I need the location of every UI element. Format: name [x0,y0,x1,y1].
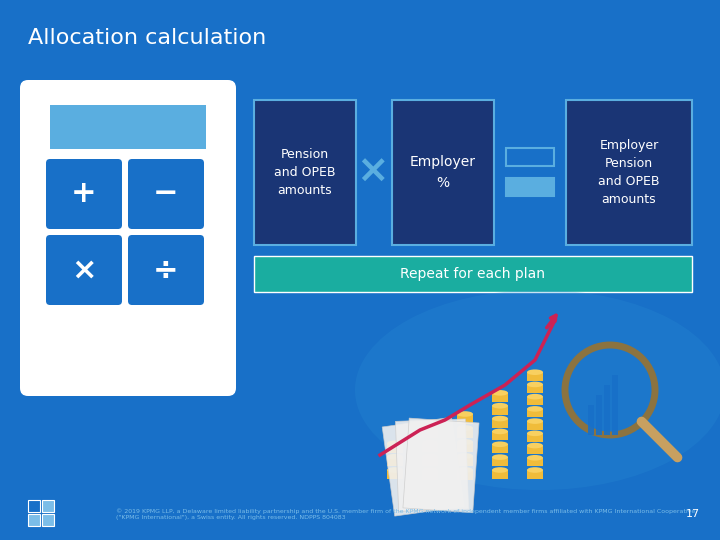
Bar [457,428,473,438]
Bar [527,372,543,381]
Bar [527,397,543,405]
Bar [254,100,356,245]
Ellipse shape [527,406,543,411]
Bar [457,470,473,480]
Ellipse shape [457,453,473,459]
Bar [392,100,494,245]
Bar [492,457,508,466]
Bar [596,395,602,435]
Ellipse shape [457,411,473,417]
FancyBboxPatch shape [46,235,122,305]
Ellipse shape [387,441,403,446]
Text: Allocation calculation: Allocation calculation [28,28,266,48]
Bar [422,456,438,466]
Ellipse shape [492,390,508,396]
Bar [387,457,403,466]
Bar [492,470,508,479]
Text: © 2019 KPMG LLP, a Delaware limited liability partnership and the U.S. member fi: © 2019 KPMG LLP, a Delaware limited liab… [116,508,696,519]
Ellipse shape [492,403,508,409]
Ellipse shape [527,418,543,424]
FancyBboxPatch shape [20,80,236,396]
FancyBboxPatch shape [46,159,122,229]
Ellipse shape [527,430,543,436]
Bar [527,446,543,454]
Bar [457,456,473,466]
Bar [492,393,508,402]
Ellipse shape [492,416,508,421]
Ellipse shape [527,369,543,375]
Text: 17: 17 [686,509,700,519]
Text: Pension
and OPEB
amounts: Pension and OPEB amounts [274,148,336,197]
Bar [527,421,543,430]
Bar [527,470,543,478]
Bar [492,418,508,428]
Bar [566,100,692,245]
Bar [612,375,618,435]
Ellipse shape [422,454,438,459]
Text: ÷: ÷ [153,255,179,285]
Bar [457,414,473,424]
Bar [42,514,54,526]
Text: −: − [153,179,179,208]
Ellipse shape [355,290,720,490]
Bar [527,384,543,393]
Ellipse shape [527,467,543,473]
Bar [422,429,438,438]
Text: +: + [71,179,96,208]
Bar [387,443,403,453]
Bar [457,442,473,452]
Bar [506,178,554,196]
FancyBboxPatch shape [128,159,204,229]
Ellipse shape [422,440,438,445]
Bar [492,444,508,453]
Bar [387,470,403,480]
Ellipse shape [527,455,543,461]
Ellipse shape [387,454,403,460]
Bar [50,105,206,149]
FancyBboxPatch shape [395,419,469,511]
Ellipse shape [422,426,438,431]
Bar [527,458,543,467]
Ellipse shape [457,439,473,445]
Bar [422,442,438,452]
Bar [506,148,554,166]
Ellipse shape [422,467,438,473]
Bar [527,409,543,417]
Bar [254,256,692,292]
Ellipse shape [492,454,508,460]
Text: Employer
Pension
and OPEB
amounts: Employer Pension and OPEB amounts [598,139,660,206]
Ellipse shape [457,425,473,431]
Bar [604,385,610,435]
Bar [42,500,54,512]
Ellipse shape [492,442,508,447]
FancyBboxPatch shape [403,418,479,513]
Ellipse shape [387,467,403,473]
Bar [492,406,508,415]
Ellipse shape [492,467,508,473]
Ellipse shape [457,467,473,473]
Text: Repeat for each plan: Repeat for each plan [400,267,546,281]
Text: ×: × [71,255,96,285]
Text: Employer
%: Employer % [410,155,476,190]
Bar [422,470,438,480]
Ellipse shape [527,443,543,448]
FancyBboxPatch shape [128,235,204,305]
Ellipse shape [492,429,508,434]
Bar [492,431,508,441]
Bar [28,514,40,526]
FancyBboxPatch shape [382,417,464,516]
Bar [527,433,543,442]
Ellipse shape [527,394,543,400]
Ellipse shape [527,382,543,387]
Bar [588,405,594,435]
Text: ×: × [356,153,388,191]
Bar [28,500,40,512]
